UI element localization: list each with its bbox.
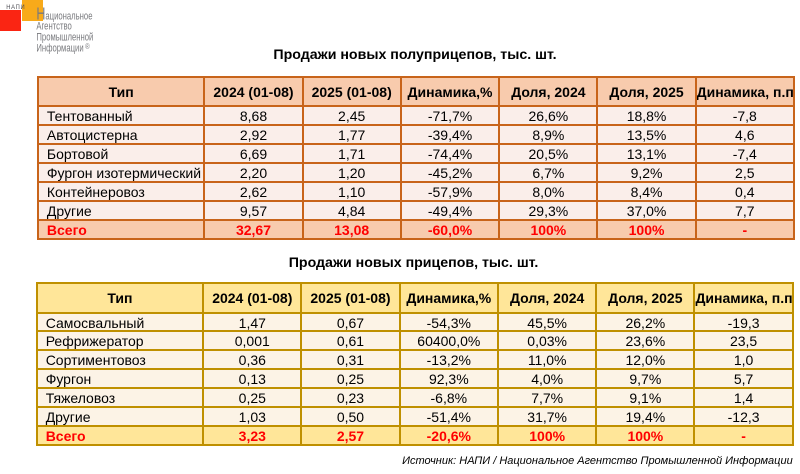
svg-text:Информации ®: Информации ®	[36, 41, 90, 55]
svg-text:Агентство: Агентство	[36, 20, 71, 33]
svg-text:НАПИ: НАПИ	[6, 5, 25, 11]
svg-text:Национальное: Национальное	[36, 4, 92, 24]
svg-text:Промышленной: Промышленной	[36, 31, 93, 44]
